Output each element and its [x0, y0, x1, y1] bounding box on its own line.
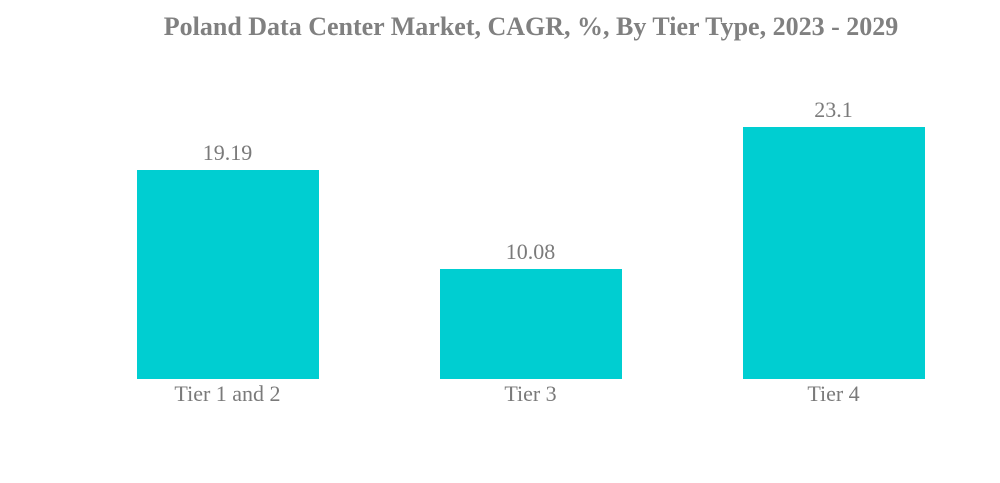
- bar-column-tier-1-and-2: 19.19: [76, 0, 379, 379]
- category-label-tier-4: Tier 4: [807, 381, 860, 406]
- category-label-tier-3: Tier 3: [504, 381, 557, 406]
- bar-value-label-tier-1-and-2: 19.19: [202, 140, 253, 165]
- bar-value-label-tier-3: 10.08: [505, 239, 556, 264]
- bar-tier-3: [439, 269, 622, 379]
- plot-area: 19.19 10.08 23.1: [76, 0, 985, 379]
- bar-column-tier-3: 10.08: [379, 0, 682, 379]
- chart-title: Poland Data Center Market, CAGR, %, By T…: [163, 12, 899, 41]
- bar-value-label-tier-4: 23.1: [814, 97, 853, 122]
- bar-tier-1-and-2: [136, 170, 319, 379]
- category-label-tier-1-and-2: Tier 1 and 2: [174, 381, 281, 406]
- bar-tier-4: [742, 127, 925, 379]
- x-axis-labels: Tier 1 and 2 Tier 3 Tier 4: [76, 381, 985, 407]
- bar-column-tier-4: 23.1: [682, 0, 985, 379]
